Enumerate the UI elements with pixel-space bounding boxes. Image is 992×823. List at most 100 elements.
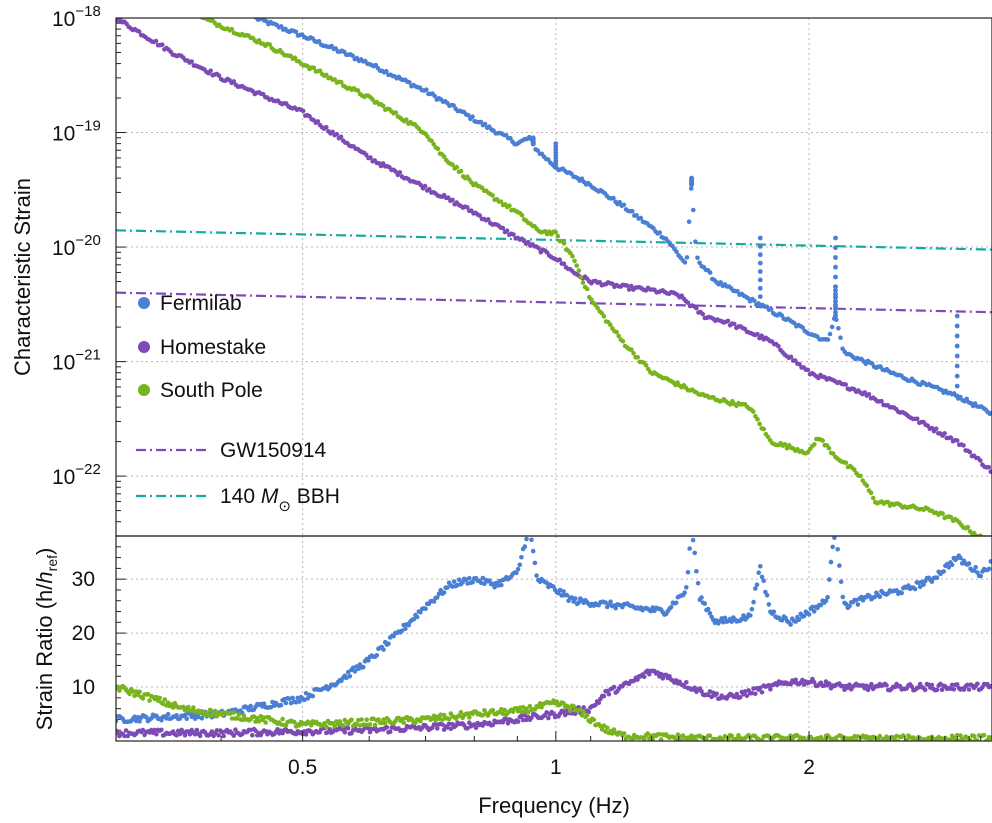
peak-fermilab <box>757 244 763 249</box>
point-fermilab <box>779 617 785 623</box>
point-homestake <box>485 217 491 222</box>
point-fermilab <box>137 719 142 724</box>
point-fermilab <box>749 606 755 612</box>
point-homestake <box>384 725 390 730</box>
top-panel-minor-ticks <box>116 17 126 537</box>
point-south-pole <box>355 88 361 93</box>
point-homestake <box>490 722 496 728</box>
point-south-pole <box>280 716 285 722</box>
point-fermilab <box>630 208 635 214</box>
point-fermilab <box>456 577 462 582</box>
point-fermilab <box>771 609 777 614</box>
point-fermilab <box>522 544 528 549</box>
point-south-pole <box>765 434 771 440</box>
tick-base: 10 <box>52 466 75 489</box>
point-homestake <box>208 68 213 74</box>
point-homestake <box>692 685 697 691</box>
point-south-pole <box>635 355 640 360</box>
point-south-pole <box>658 737 664 741</box>
point-fermilab <box>946 565 952 570</box>
legend-label-gw150914: GW150914 <box>220 439 327 462</box>
point-homestake <box>122 733 127 739</box>
bottom-panel: 10 20 30 0.5 1 2 Strain Ratio (h/href) Frequ… <box>32 531 992 818</box>
point-south-pole <box>561 700 566 706</box>
point-south-pole <box>982 537 987 542</box>
point-homestake <box>967 449 973 455</box>
peak-fermilab <box>530 135 536 141</box>
point-south-pole <box>601 723 607 728</box>
point-fermilab <box>407 80 412 85</box>
point-fermilab <box>686 219 692 224</box>
point-homestake <box>965 682 970 688</box>
point-south-pole <box>554 699 560 704</box>
point-homestake <box>768 687 773 692</box>
point-south-pole <box>980 536 985 541</box>
point-homestake <box>515 719 521 724</box>
point-fermilab <box>986 566 992 572</box>
peak-fermilab <box>954 353 960 359</box>
point-fermilab <box>682 260 688 265</box>
point-south-pole <box>857 739 862 741</box>
point-south-pole <box>978 533 983 536</box>
point-fermilab <box>988 559 992 564</box>
point-fermilab <box>534 573 539 578</box>
point-south-pole <box>311 65 317 71</box>
peak-fermilab <box>833 274 838 280</box>
point-south-pole <box>971 733 977 739</box>
point-fermilab <box>374 653 380 658</box>
point-fermilab <box>466 112 471 118</box>
point-homestake <box>805 367 811 373</box>
point-homestake <box>961 443 966 448</box>
point-south-pole <box>604 725 610 730</box>
point-fermilab <box>361 664 366 670</box>
point-south-pole <box>584 286 590 292</box>
series-homestake <box>116 668 992 739</box>
point-homestake <box>842 687 847 692</box>
point-homestake <box>601 693 607 699</box>
point-south-pole <box>553 229 558 235</box>
point-fermilab <box>613 605 618 611</box>
point-south-pole <box>380 103 386 109</box>
point-south-pole <box>755 417 760 422</box>
point-fermilab <box>684 255 690 260</box>
top-y-tick-label: 10−21 <box>52 347 101 375</box>
point-fermilab <box>966 561 972 566</box>
point-fermilab <box>949 562 955 568</box>
point-fermilab <box>668 604 674 610</box>
point-fermilab <box>718 280 723 285</box>
point-fermilab <box>674 249 679 254</box>
point-south-pole <box>229 26 235 32</box>
point-homestake <box>626 287 632 292</box>
point-fermilab <box>495 583 501 588</box>
point-homestake <box>159 727 164 733</box>
point-fermilab <box>830 544 835 550</box>
point-south-pole <box>820 438 825 443</box>
point-south-pole <box>241 713 247 718</box>
point-homestake <box>751 686 756 691</box>
point-homestake <box>368 155 373 160</box>
point-fermilab <box>978 573 983 579</box>
peak-fermilab <box>833 299 838 304</box>
point-fermilab <box>707 611 713 616</box>
point-south-pole <box>721 738 726 741</box>
point-south-pole <box>465 711 470 716</box>
point-south-pole <box>988 735 992 740</box>
point-homestake <box>797 361 802 367</box>
point-fermilab <box>561 589 566 594</box>
point-homestake <box>154 731 159 737</box>
point-homestake <box>596 700 602 705</box>
point-homestake <box>822 683 827 688</box>
point-fermilab <box>470 114 475 119</box>
series-fermilab <box>116 531 992 725</box>
point-homestake <box>788 681 793 687</box>
point-homestake <box>714 691 719 697</box>
point-homestake <box>505 721 511 726</box>
point-fermilab <box>411 616 417 622</box>
point-south-pole <box>525 710 531 715</box>
point-fermilab <box>482 581 487 587</box>
bottom-panel-x-tick-labels: 0.5 1 2 <box>115 731 992 779</box>
point-south-pole <box>137 689 142 695</box>
point-south-pole <box>965 524 971 530</box>
point-fermilab <box>834 531 839 536</box>
point-homestake <box>197 733 203 739</box>
